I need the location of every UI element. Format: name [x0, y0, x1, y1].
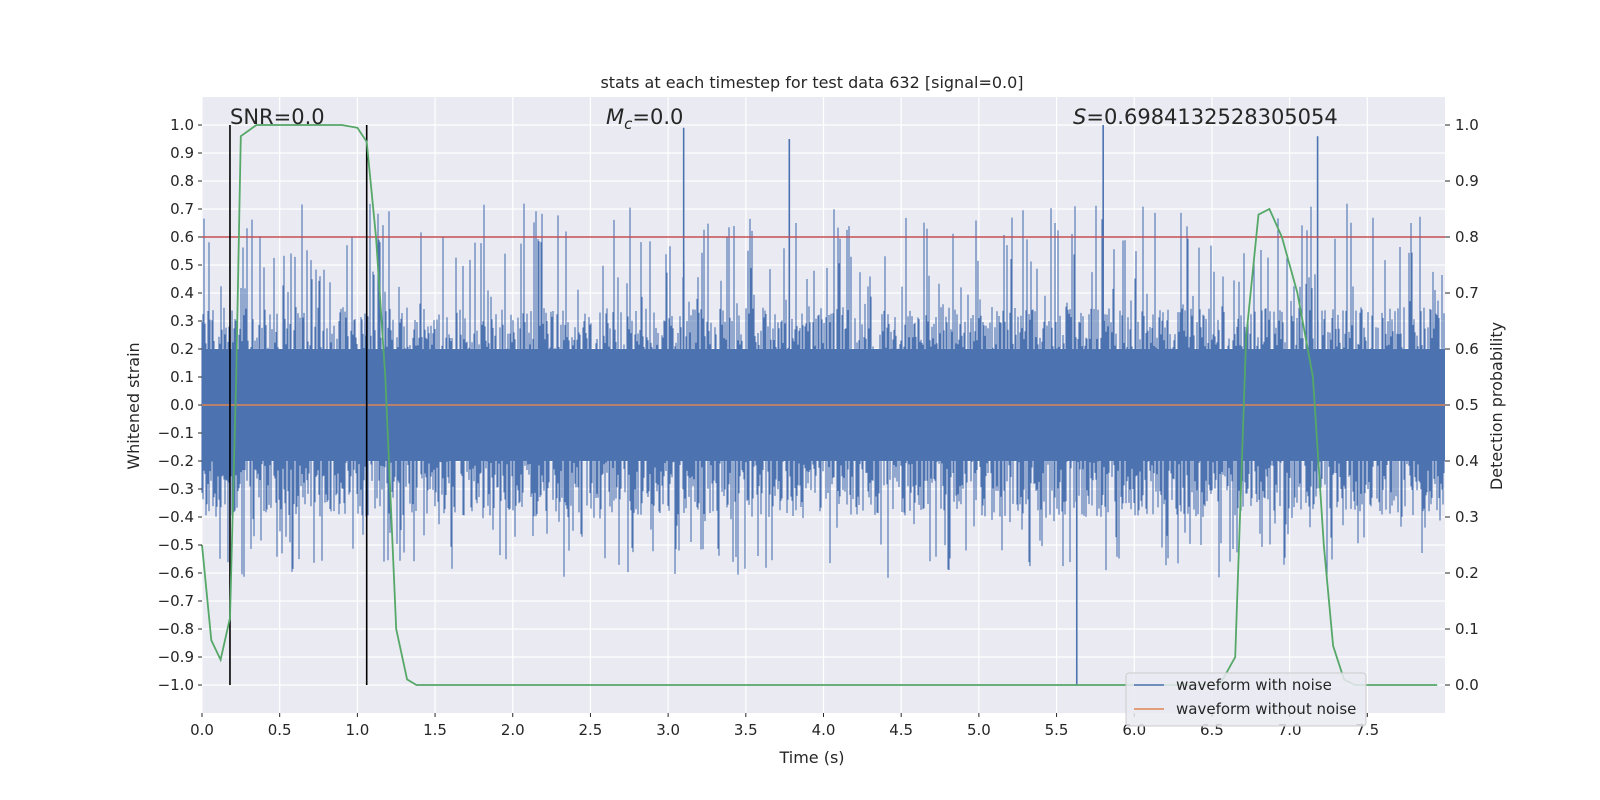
s-value: =0.6984132528305054 — [1086, 105, 1337, 129]
y-right-tick-label: 0.2 — [1455, 564, 1479, 582]
y-tick-label: −0.9 — [158, 648, 194, 666]
x-tick-label: 0.0 — [190, 721, 214, 739]
legend-label-without-noise: waveform without noise — [1176, 700, 1356, 718]
y-tick-label: −1.0 — [158, 676, 194, 694]
x-tick-label: 2.0 — [501, 721, 525, 739]
y-tick-label: 0.0 — [170, 396, 194, 414]
y-tick-label: −0.7 — [158, 592, 194, 610]
y-tick-label: 0.2 — [170, 340, 194, 358]
y-tick-label: −0.5 — [158, 536, 194, 554]
y-tick-label: 0.8 — [170, 172, 194, 190]
y-right-tick-label: 0.0 — [1455, 676, 1479, 694]
x-tick-label: 3.5 — [734, 721, 758, 739]
x-axis-label: Time (s) — [778, 748, 844, 767]
x-tick-label: 5.5 — [1045, 721, 1069, 739]
annotations: SNR=0.0 Mc=0.0 S=0.6984132528305054 — [230, 105, 1338, 133]
snr-annotation: SNR=0.0 — [230, 105, 325, 129]
line-series — [201, 124, 1445, 686]
y-tick-label: 0.4 — [170, 284, 194, 302]
x-tick-label: 1.0 — [345, 721, 369, 739]
s-annotation: S=0.6984132528305054 — [1073, 105, 1338, 129]
y-tick-label: −0.6 — [158, 564, 194, 582]
x-tick-label: 4.0 — [812, 721, 836, 739]
x-tick-label: 1.5 — [423, 721, 447, 739]
x-tick-label: 2.5 — [579, 721, 603, 739]
mc-symbol: M — [606, 105, 624, 129]
y-right-tick-label: 0.3 — [1455, 508, 1479, 526]
y-tick-label: 1.0 — [170, 116, 194, 134]
y-tick-label: −0.4 — [158, 508, 194, 526]
y-tick-label: 0.6 — [170, 228, 194, 246]
x-tick-label: 4.5 — [889, 721, 913, 739]
y-right-tick-label: 1.0 — [1455, 116, 1479, 134]
y-tick-label: −0.1 — [158, 424, 194, 442]
y-right-tick-label: 0.9 — [1455, 172, 1479, 190]
y-right-tick-label: 0.8 — [1455, 228, 1479, 246]
y-tick-label: 0.7 — [170, 200, 194, 218]
y-tick-label: −0.2 — [158, 452, 194, 470]
mc-annotation: Mc=0.0 — [606, 105, 683, 133]
detection-probability-line — [201, 124, 1438, 686]
legend-box — [1125, 672, 1367, 727]
y-right-tick-label: 0.1 — [1455, 620, 1479, 638]
y-right-tick-label: 0.4 — [1455, 452, 1479, 470]
x-tick-label: 5.0 — [967, 721, 991, 739]
y-tick-label: −0.8 — [158, 620, 194, 638]
x-tick-label: 3.0 — [656, 721, 680, 739]
y-tick-label: −0.3 — [158, 480, 194, 498]
y-tick-label: 0.3 — [170, 312, 194, 330]
tick-labels: 0.0 0.5 1.0 1.5 2.0 2.5 3.0 3.5 4.0 4.5 5.0 5.5 6.0 6… — [158, 116, 1479, 739]
mc-value: =0.0 — [632, 105, 683, 129]
waveform-with-noise — [201, 203, 1445, 578]
y-right-tick-label: 0.5 — [1455, 396, 1479, 414]
y-right-tick-label: 0.6 — [1455, 340, 1479, 358]
legend: waveform with noise waveform without noi… — [1125, 672, 1367, 727]
legend-label-with-noise: waveform with noise — [1176, 676, 1332, 694]
y-right-tick-label: 0.7 — [1455, 284, 1479, 302]
y-tick-label: 0.5 — [170, 256, 194, 274]
chart-title: stats at each timestep for test data 632… — [600, 73, 1023, 92]
y-axis-label: Whitened strain — [124, 342, 143, 469]
y-axis-right-label: Detection probability — [1487, 322, 1506, 490]
s-symbol: S — [1073, 105, 1086, 129]
x-tick-label: 0.5 — [268, 721, 292, 739]
mc-subscript: c — [624, 115, 633, 133]
y-tick-label: 0.1 — [170, 368, 194, 386]
y-tick-label: 0.9 — [170, 144, 194, 162]
